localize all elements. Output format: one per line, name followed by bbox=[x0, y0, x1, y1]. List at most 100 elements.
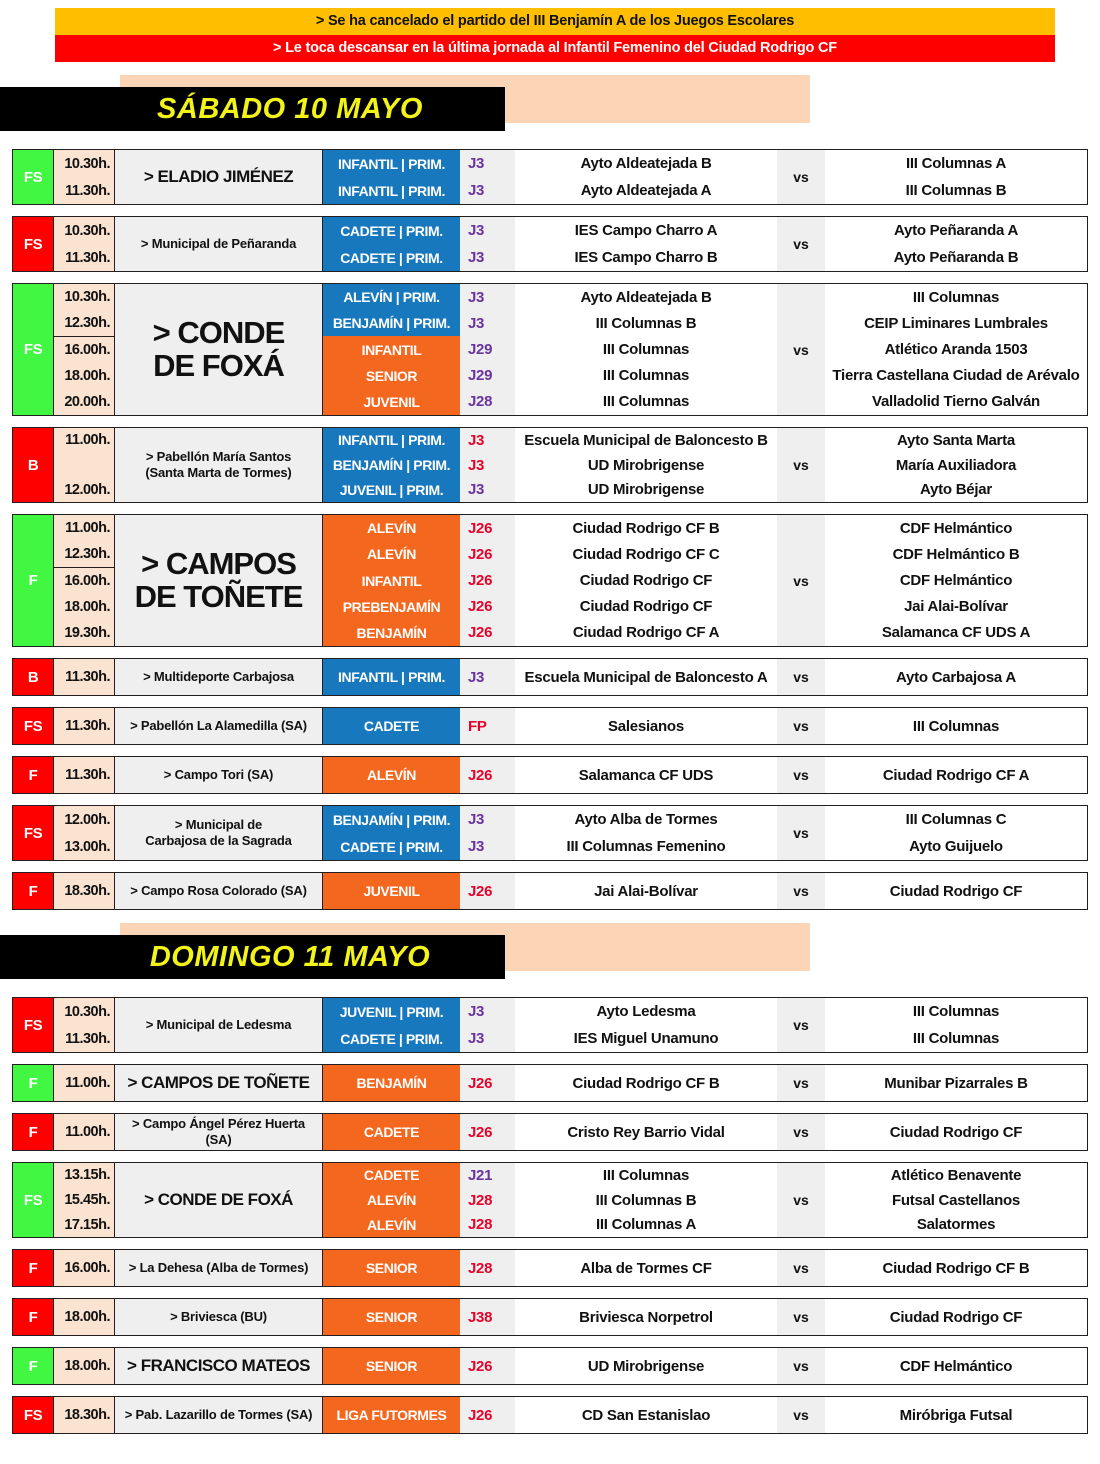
venue-cell[interactable]: > Pabellón La Alamedilla (SA) bbox=[115, 708, 323, 744]
category-label: INFANTIL | PRIM. bbox=[323, 150, 460, 177]
venue-name: > FRANCISCO MATEOS bbox=[127, 1355, 310, 1375]
away-team-column: Atlético Benavente Futsal Castellanos Sala… bbox=[825, 1163, 1087, 1237]
match-block[interactable]: FS 10.30h. 11.30h. > Municipal de Ledesma JU… bbox=[12, 997, 1088, 1053]
away-team-column: III Columnas CEIP Liminares Lumbrales Atlé… bbox=[825, 284, 1087, 415]
venue-cell[interactable]: > Municipal de Peñaranda bbox=[115, 217, 323, 271]
venue-cell[interactable]: > Municipal de Carbajosa de la Sagrada bbox=[115, 806, 323, 860]
matchday-label: J21 bbox=[468, 1166, 493, 1184]
time-column: 11.00h. bbox=[53, 1114, 115, 1150]
venue-cell[interactable]: > Campo Rosa Colorado (SA) bbox=[115, 873, 323, 909]
match-block[interactable]: FS 18.30h. > Pab. Lazarillo de Tormes (SA)… bbox=[12, 1396, 1088, 1434]
match-block[interactable]: F 11.00h. > Campo Ángel Pérez Huerta (SA) C… bbox=[12, 1113, 1088, 1151]
away-team-column: III Columnas bbox=[825, 708, 1087, 744]
match-time: 16.00h. bbox=[64, 342, 110, 358]
home-team: Ciudad Rodrigo CF B bbox=[572, 1074, 720, 1092]
matchday-column: J3 J3 J3 bbox=[460, 428, 515, 502]
sport-badge: F bbox=[13, 1250, 53, 1286]
category-label: INFANTIL bbox=[323, 336, 460, 363]
venue-cell[interactable]: > Multideporte Carbajosa bbox=[115, 659, 323, 695]
category-label: BENJAMÍN bbox=[323, 1065, 460, 1101]
venue-cell[interactable]: > CONDE DE FOXÁ bbox=[115, 284, 323, 415]
sport-badge: F bbox=[13, 1299, 53, 1335]
venue-cell[interactable]: > ELADIO JIMÉNEZ bbox=[115, 150, 323, 204]
away-team-column: Ciudad Rodrigo CF B bbox=[825, 1250, 1087, 1286]
matchday-label: J3 bbox=[468, 838, 485, 855]
time-column: 18.30h. bbox=[53, 873, 115, 909]
match-block[interactable]: FS 10.30h. 12.30h. 16.00h. 18.00h. 20.00h. > C… bbox=[12, 283, 1088, 416]
match-block[interactable]: F 11.00h. 12.30h. 16.00h. 18.00h. 19.30h. > CA… bbox=[12, 514, 1088, 647]
away-team: III Columnas A bbox=[905, 155, 1007, 172]
category-label: SENIOR bbox=[323, 1348, 460, 1384]
sport-badge: FS bbox=[13, 708, 53, 744]
matchday-label: J3 bbox=[468, 155, 485, 172]
away-team-column: Ciudad Rodrigo CF bbox=[825, 1114, 1087, 1150]
venue-cell[interactable]: > Municipal de Ledesma bbox=[115, 998, 323, 1052]
venue-cell[interactable]: > CAMPOS DE TOÑETE bbox=[115, 515, 323, 646]
sport-badge: FS bbox=[13, 1163, 53, 1237]
match-block[interactable]: F 18.30h. > Campo Rosa Colorado (SA) JUVENI… bbox=[12, 872, 1088, 910]
match-block[interactable]: FS 10.30h. 11.30h. > ELADIO JIMÉNEZ INFANTIL… bbox=[12, 149, 1088, 205]
match-block[interactable]: F 18.00h. > FRANCISCO MATEOS SENIOR J26 UD Mi… bbox=[12, 1347, 1088, 1385]
match-time: 10.30h. bbox=[64, 1003, 110, 1020]
match-block[interactable]: B 11.00h. 12.00h. > Pabellón María Santos (S… bbox=[12, 427, 1088, 503]
matchday-label: J28 bbox=[468, 1216, 493, 1234]
category-column: INFANTIL | PRIM. BENJAMÍN | PRIM. JUVENIL … bbox=[323, 428, 460, 502]
day-header-bar bbox=[0, 87, 505, 131]
venue-cell[interactable]: > Pabellón María Santos (Santa Marta de T… bbox=[115, 428, 323, 502]
matchday-label: J38 bbox=[468, 1308, 493, 1326]
match-block[interactable]: F 16.00h. > La Dehesa (Alba de Tormes) SENI… bbox=[12, 1249, 1088, 1287]
home-team: IES Campo Charro B bbox=[574, 249, 718, 266]
match-block[interactable]: F 18.00h. > Briviesca (BU) SENIOR J38 Brivies… bbox=[12, 1298, 1088, 1336]
versus-label: vs bbox=[777, 1114, 825, 1150]
match-block[interactable]: FS 10.30h. 11.30h. > Municipal de Peñaranda… bbox=[12, 216, 1088, 272]
venue-cell[interactable]: > FRANCISCO MATEOS bbox=[115, 1348, 323, 1384]
match-block[interactable]: F 11.30h. > Campo Tori (SA) ALEVÍN J26 Salama… bbox=[12, 756, 1088, 794]
venue-cell[interactable]: > Campo Ángel Pérez Huerta (SA) bbox=[115, 1114, 323, 1150]
venue-name: > Pab. Lazarillo de Tormes (SA) bbox=[124, 1407, 313, 1423]
match-time: 18.00h. bbox=[64, 368, 110, 384]
match-block[interactable]: F 11.00h. > CAMPOS DE TOÑETE BENJAMÍN J26 Ciu… bbox=[12, 1064, 1088, 1102]
home-team: Jai Alai-Bolívar bbox=[594, 882, 698, 900]
home-team-column: Ciudad Rodrigo CF B bbox=[515, 1065, 777, 1101]
venue-cell[interactable]: > Briviesca (BU) bbox=[115, 1299, 323, 1335]
versus-label: vs bbox=[777, 806, 825, 860]
sport-badge: B bbox=[13, 659, 53, 695]
match-block[interactable]: FS 11.30h. > Pabellón La Alamedilla (SA) CA… bbox=[12, 707, 1088, 745]
matchday-column: J26 J26 J26 J26 J26 bbox=[460, 515, 515, 646]
match-time: 11.00h. bbox=[65, 1124, 110, 1140]
home-team-column: Ciudad Rodrigo CF B Ciudad Rodrigo CF C Ci… bbox=[515, 515, 777, 646]
category-label: ALEVÍN | PRIM. bbox=[323, 284, 460, 311]
away-team: Ayto Santa Marta bbox=[897, 431, 1015, 449]
venue-cell[interactable]: > Pab. Lazarillo de Tormes (SA) bbox=[115, 1397, 323, 1433]
matchday-column: J3 J3 bbox=[460, 217, 515, 271]
notice-banner: > Se ha cancelado el partido del III Ben… bbox=[55, 8, 1055, 35]
venue-cell[interactable]: > La Dehesa (Alba de Tormes) bbox=[115, 1250, 323, 1286]
venue-name: > CAMPOS DE TOÑETE bbox=[127, 1072, 310, 1092]
category-label: CADETE | PRIM. bbox=[323, 833, 460, 860]
home-team: CD San Estanislao bbox=[581, 1406, 711, 1424]
match-block[interactable]: FS 12.00h. 13.00h. > Municipal de Carbajosa … bbox=[12, 805, 1088, 861]
time-column: 18.00h. bbox=[53, 1299, 115, 1335]
versus-label: vs bbox=[777, 1250, 825, 1286]
sport-badge: F bbox=[13, 757, 53, 793]
match-block[interactable]: B 11.30h. > Multideporte Carbajosa INFANTIL… bbox=[12, 658, 1088, 696]
day-header: DOMINGO 11 MAYO bbox=[0, 923, 1100, 983]
sport-badge: FS bbox=[13, 150, 53, 204]
venue-cell[interactable]: > CAMPOS DE TOÑETE bbox=[115, 1065, 323, 1101]
sport-badge: FS bbox=[13, 284, 53, 415]
time-column: 16.00h. bbox=[53, 1250, 115, 1286]
match-time: 11.30h. bbox=[65, 718, 110, 734]
category-column: SENIOR bbox=[323, 1299, 460, 1335]
category-column: ALEVÍN ALEVÍN INFANTIL PREBENJAMÍN BENJAMÍN bbox=[323, 515, 460, 646]
category-label: BENJAMÍN bbox=[323, 619, 460, 646]
notice-banner: > Le toca descansar en la última jornada… bbox=[55, 35, 1055, 62]
venue-cell[interactable]: > Campo Tori (SA) bbox=[115, 757, 323, 793]
category-column: SENIOR bbox=[323, 1348, 460, 1384]
matchday-column: FP bbox=[460, 708, 515, 744]
home-team: UD Mirobrigense bbox=[587, 1357, 705, 1375]
match-block[interactable]: FS 13.15h. 15.45h. 17.15h. > CONDE DE FOXÁ CA… bbox=[12, 1162, 1088, 1238]
category-column: JUVENIL bbox=[323, 873, 460, 909]
category-label: INFANTIL | PRIM. bbox=[323, 659, 460, 695]
matchday-label: J26 bbox=[468, 572, 493, 589]
venue-cell[interactable]: > CONDE DE FOXÁ bbox=[115, 1163, 323, 1237]
